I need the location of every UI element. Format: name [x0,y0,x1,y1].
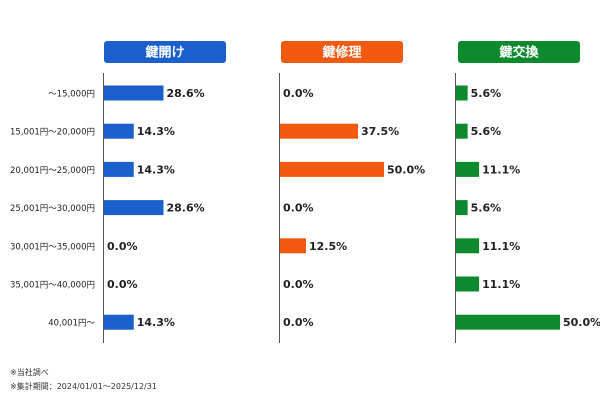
data-label: 0.0% [107,240,138,253]
bar [280,161,384,177]
data-label: 11.1% [482,240,520,253]
category-label: 25,001円～30,000円 [10,204,95,214]
category-label: 40,001円～ [48,319,95,329]
data-label: 5.6% [471,87,502,100]
bar [104,85,164,101]
footnotes: ※当社調べ ※集計期間：2024/01/01～2025/12/31 [10,366,157,394]
bar [456,200,468,216]
bar [280,123,358,139]
bar [104,200,164,216]
data-label: 0.0% [283,316,314,329]
bar [104,161,134,177]
data-label: 5.6% [471,202,502,215]
series-header [281,41,403,63]
data-label: 14.3% [137,163,175,176]
category-label: ～15,000円 [48,90,95,100]
bar [456,161,480,177]
data-label: 50.0% [387,163,425,176]
bar [456,276,480,292]
data-label: 0.0% [107,278,138,291]
data-label: 12.5% [309,240,347,253]
series-header [458,41,580,63]
bar [456,238,480,254]
bar [280,238,306,254]
series-header-label: 鍵開け [145,45,184,61]
data-label: 0.0% [283,278,314,291]
source-note: ※当社調べ [10,368,49,377]
bar [456,314,560,330]
category-label: 20,001円～25,000円 [10,166,95,176]
data-label: 50.0% [563,316,600,329]
bar [104,123,134,139]
data-label: 0.0% [283,87,314,100]
data-label: 28.6% [166,87,204,100]
data-label: 14.3% [137,125,175,138]
bar [456,85,468,101]
data-label: 5.6% [471,125,502,138]
data-label: 0.0% [283,202,314,215]
data-label: 14.3% [137,316,175,329]
category-label: 30,001円～35,000円 [10,242,95,252]
data-label: 11.1% [482,278,520,291]
bar [456,123,468,139]
data-label: 11.1% [482,163,520,176]
series-header [104,41,226,63]
series-header-label: 鍵交換 [499,45,539,61]
category-label: 15,001円～20,000円 [10,128,95,138]
category-label: 35,001円～40,000円 [10,281,95,291]
data-label: 28.6% [166,202,204,215]
series-header-label: 鍵修理 [322,45,361,61]
bar [104,314,134,330]
period-note: ※集計期間：2024/01/01～2025/12/31 [10,382,157,391]
data-label: 37.5% [361,125,399,138]
